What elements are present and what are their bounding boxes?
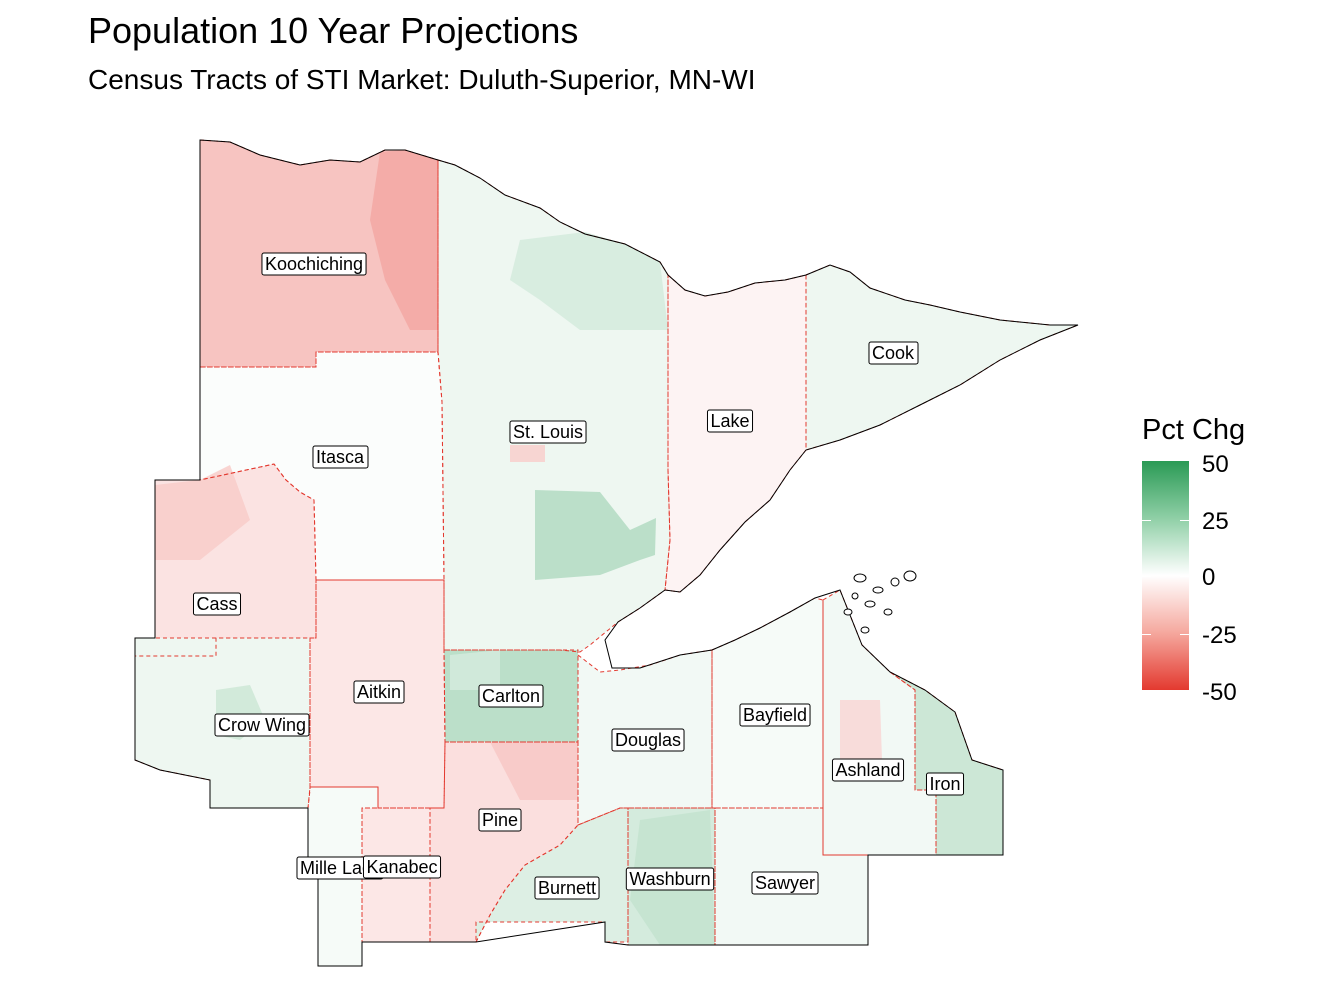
island-shape (872, 586, 884, 594)
county-label-text: Carlton (482, 686, 540, 706)
county-label-box (353, 680, 405, 704)
county-label-text: Burnett (538, 878, 596, 898)
tract-patches (155, 150, 882, 945)
tract-patch (490, 742, 578, 800)
county-label-crow-wing: Crow Wing (214, 713, 310, 737)
county-label-st-louis: St. Louis (509, 420, 587, 444)
county-label-text: Kanabec (366, 857, 437, 877)
county-label-itasca: Itasca (312, 445, 369, 469)
island-shape (890, 577, 900, 587)
county-label-text: Cass (196, 594, 237, 614)
county-label-douglas: Douglas (611, 728, 685, 752)
map-subtitle: Census Tracts of STI Market: Duluth-Supe… (88, 64, 756, 95)
county-label-text: Itasca (316, 447, 365, 467)
county-label-sawyer: Sawyer (751, 871, 819, 895)
county-border (475, 807, 629, 943)
county-label-pine: Pine (478, 808, 522, 832)
county-label-box (925, 772, 965, 796)
county-label-text: Cook (872, 343, 915, 363)
legend-tick (1142, 520, 1189, 521)
county-label-lake: Lake (706, 409, 754, 433)
tract-patch (155, 465, 250, 560)
county-label-box (214, 713, 310, 737)
county-label-text: Washburn (629, 869, 710, 889)
county-label-text: Koochiching (265, 254, 363, 274)
county-label-carlton: Carlton (478, 684, 544, 708)
county-label-washburn: Washburn (625, 867, 715, 891)
legend-label-high: 50 (1202, 451, 1229, 478)
legend-title: Pct Chg (1142, 414, 1246, 446)
island-shape (853, 573, 867, 583)
county-labels: Koochiching Itasca St. Louis Lake Cook Cass Cr… (192, 252, 965, 900)
county-label-mille-lacs: Mille Lacs (296, 856, 384, 880)
island-shape (851, 592, 859, 600)
tract-patch (535, 490, 656, 580)
county-label-iron: Iron (925, 772, 965, 796)
county-label-koochiching: Koochiching (261, 252, 367, 276)
county-label-text: Pine (482, 810, 518, 830)
study-area-outline (134, 139, 1079, 967)
county-label-text: Douglas (615, 730, 681, 750)
county-region (712, 598, 823, 808)
county-label-text: Crow Wing (218, 715, 306, 735)
county-region (890, 672, 1003, 855)
tract-patch (370, 150, 438, 330)
county-label-box (611, 728, 685, 752)
tract-patch (510, 445, 545, 462)
lake-superior-shoreline (134, 139, 1079, 967)
county-region (665, 275, 806, 592)
county-label-box (192, 592, 242, 616)
county-label-box (706, 409, 754, 433)
county-label-text: Ashland (835, 760, 900, 780)
county-label-cook: Cook (868, 341, 919, 365)
legend-tick (1142, 576, 1189, 577)
county-region (476, 808, 628, 942)
county-label-box (362, 855, 442, 879)
county-label-text: Lake (710, 411, 749, 431)
county-label-box (739, 703, 811, 727)
county-label-text: Mille Lacs (300, 858, 380, 878)
legend-tick (1142, 634, 1189, 635)
county-label-kanabec: Kanabec (362, 855, 442, 879)
county-label-text: Iron (929, 774, 960, 794)
map-title: Population 10 Year Projections (88, 10, 579, 51)
county-label-box (868, 341, 919, 365)
county-label-cass: Cass (192, 592, 242, 616)
county-label-box (478, 684, 544, 708)
island-shape (903, 570, 917, 582)
county-label-box (534, 876, 600, 900)
county-label-box (751, 871, 819, 895)
county-label-ashland: Ashland (831, 758, 905, 782)
island-shape (843, 608, 853, 616)
county-region (806, 265, 1078, 450)
county-label-box (478, 808, 522, 832)
county-label-text: Sawyer (755, 873, 815, 893)
county-label-box (261, 252, 367, 276)
tract-patch (450, 650, 500, 690)
county-label-box (312, 445, 369, 469)
county-label-box (625, 867, 715, 891)
county-label-box (509, 420, 587, 444)
county-label-burnett: Burnett (534, 876, 600, 900)
county-label-box (831, 758, 905, 782)
tract-patch (510, 232, 668, 330)
county-border (443, 649, 579, 743)
legend-label: 25 (1202, 508, 1229, 535)
legend-color-bar (1142, 461, 1189, 690)
legend-label-zero: 0 (1202, 564, 1216, 591)
tract-patch (840, 700, 882, 760)
county-label-text: Bayfield (743, 705, 807, 725)
island-shape (864, 600, 876, 608)
island-shape (883, 608, 893, 616)
county-label-aitkin: Aitkin (353, 680, 405, 704)
county-label-text: Aitkin (357, 682, 401, 702)
island-shape (860, 626, 870, 634)
county-label-bayfield: Bayfield (739, 703, 811, 727)
county-label-text: St. Louis (513, 422, 583, 442)
legend-label-low: -50 (1202, 679, 1237, 706)
legend-label: -25 (1202, 622, 1237, 649)
